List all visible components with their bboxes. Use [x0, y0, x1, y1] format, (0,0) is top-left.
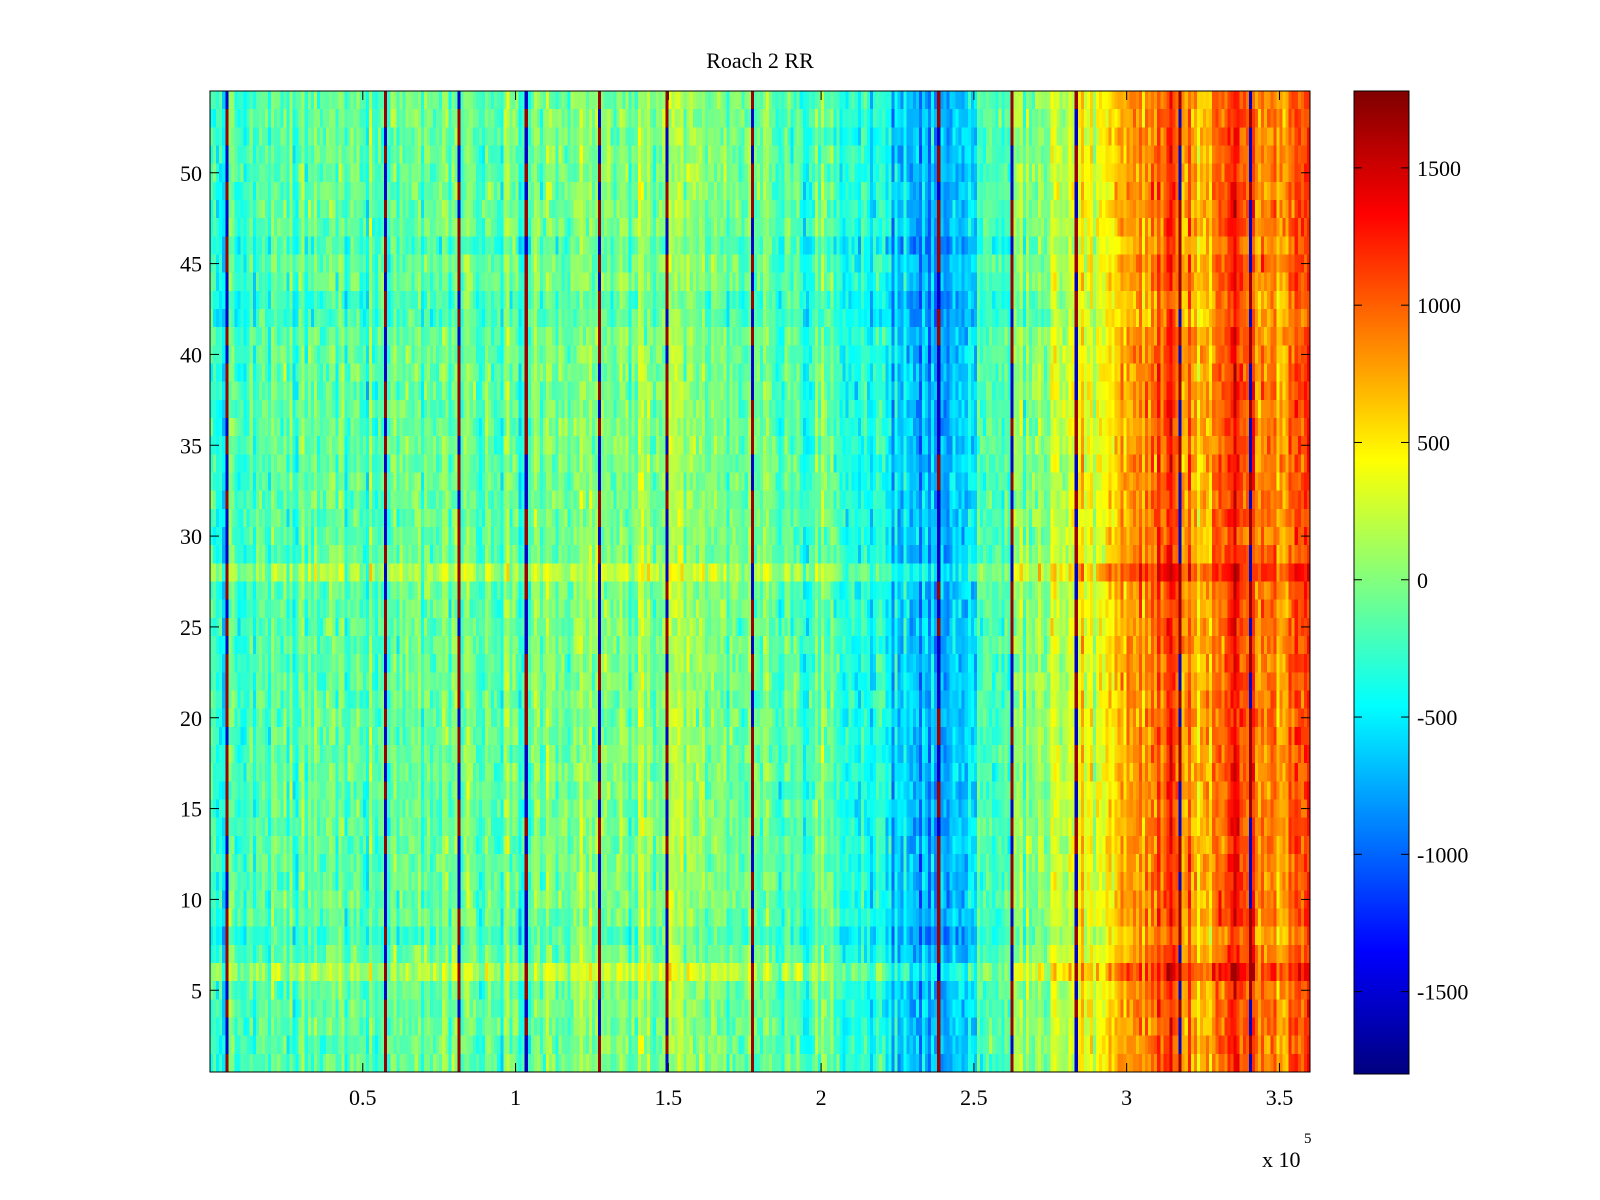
x-axis-multiplier-exponent: 5: [1304, 1131, 1312, 1147]
colorbar: [1353, 90, 1410, 1075]
x-tick-label: 0.5: [349, 1085, 377, 1110]
colorbar-tick-label: 1500: [1417, 156, 1461, 181]
colorbar-tick-label: -500: [1417, 705, 1457, 730]
colorbar-tick-label: 500: [1417, 430, 1450, 455]
heatmap-cells: [210, 91, 1310, 1072]
y-tick-label: 25: [180, 615, 202, 640]
y-tick-label: 40: [180, 342, 202, 367]
colorbar-tick-label: 0: [1417, 568, 1428, 593]
y-tick-label: 15: [180, 797, 202, 822]
colorbar-tick-label: -1500: [1417, 980, 1468, 1005]
y-tick-label: 5: [191, 978, 202, 1003]
x-axis-multiplier: x 10: [1262, 1147, 1301, 1172]
y-tick-label: 50: [180, 161, 202, 186]
y-tick-label: 30: [180, 524, 202, 549]
colorbar-tick-label: -1000: [1417, 842, 1468, 867]
x-tick-label: 3: [1121, 1085, 1132, 1110]
x-tick-label: 2: [816, 1085, 827, 1110]
y-tick-label: 20: [180, 706, 202, 731]
x-tick-label: 1: [510, 1085, 521, 1110]
y-axis: 5 10 15 20 25 30 35 40 45 50: [180, 161, 1310, 1003]
y-tick-label: 35: [180, 433, 202, 458]
x-tick-label: 3.5: [1266, 1085, 1294, 1110]
colorbar-tick-label: 1000: [1417, 293, 1461, 318]
x-tick-label: 2.5: [960, 1085, 988, 1110]
x-axis: 0.5 1 1.5 2 2.5 3 3.5: [349, 91, 1293, 1110]
y-tick-label: 10: [180, 887, 202, 912]
plot-frame: [209, 90, 1311, 1073]
chart-title: Roach 2 RR: [706, 48, 814, 73]
heatmap-image: [210, 91, 1310, 1072]
y-tick-label: 45: [180, 252, 202, 277]
x-tick-label: 1.5: [655, 1085, 683, 1110]
colorbar-axis: 1500 1000 500 0 -500 -1000 -1500: [1354, 156, 1468, 1005]
